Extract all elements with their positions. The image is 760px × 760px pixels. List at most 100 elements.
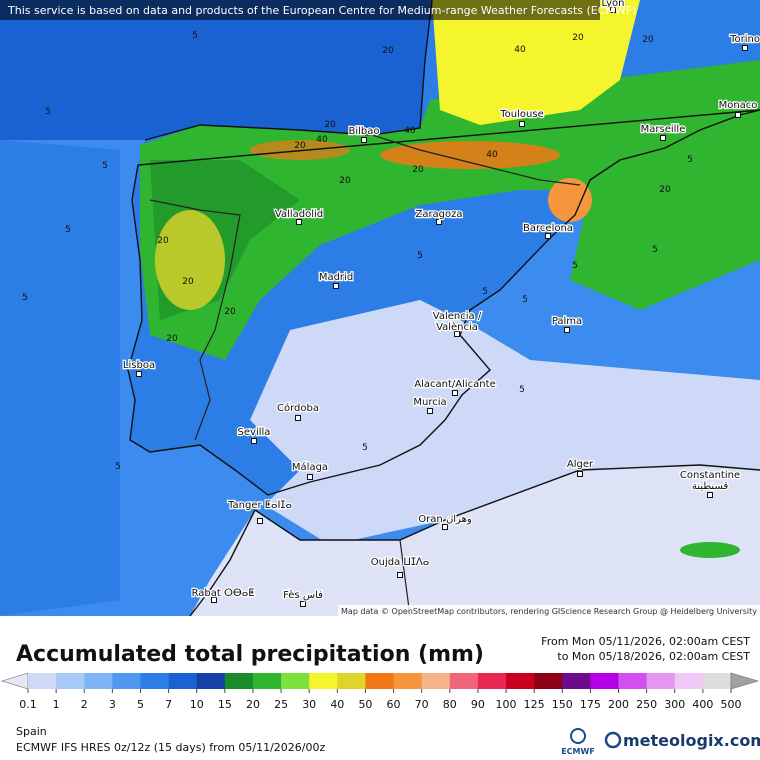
contour-label: 20 <box>294 141 306 151</box>
legend-swatch <box>562 673 591 689</box>
city-marker <box>577 471 583 477</box>
precip-orange <box>380 141 560 169</box>
city-label: Valladolid <box>275 209 323 220</box>
legend-label: 80 <box>443 698 457 711</box>
contour-label: 20 <box>182 277 194 287</box>
legend-label: 20 <box>246 698 260 711</box>
legend-label: 0.1 <box>19 698 37 711</box>
country-border <box>149 134 581 616</box>
legend-swatch <box>28 673 57 689</box>
contour-label: 20 <box>166 334 178 344</box>
legend-label: 200 <box>608 698 629 711</box>
contour-label: 40 <box>316 135 328 145</box>
city-marker <box>136 371 142 377</box>
city-marker <box>257 518 263 524</box>
attribution: Map data © OpenStreetMap contributors, r… <box>341 607 757 616</box>
legend-swatch <box>421 673 451 689</box>
legend-swatch <box>281 673 310 689</box>
sea-west <box>0 140 120 616</box>
legend-label: 30 <box>302 698 316 711</box>
city-label: Torino <box>729 34 760 45</box>
legend-swatch <box>365 673 394 689</box>
precip-green <box>680 542 740 558</box>
contour-label: 20 <box>412 165 424 175</box>
legend-label: 250 <box>636 698 657 711</box>
city-label: Alger <box>567 459 594 470</box>
legend: Accumulated total precipitation (mm) Fro… <box>0 635 760 711</box>
legend-swatch <box>702 673 732 689</box>
city-label: Marseille <box>641 124 686 135</box>
legend-arrow-low <box>0 672 29 690</box>
legend-swatch <box>196 673 226 689</box>
contour-label: 5 <box>522 295 528 305</box>
city-marker <box>397 572 403 578</box>
legend-label: 2 <box>81 698 88 711</box>
city-label-alt: València <box>436 321 478 333</box>
city-label: Barcelona <box>523 223 573 234</box>
city-marker <box>707 492 713 498</box>
legend-label: 3 <box>109 698 116 711</box>
city-marker <box>442 524 448 530</box>
legend-swatch <box>140 673 169 689</box>
attribution-bg <box>338 605 760 616</box>
city-label: Monaco <box>719 100 758 111</box>
city-marker <box>333 283 339 289</box>
legend-swatch <box>252 673 282 689</box>
contour-label: 20 <box>324 120 336 130</box>
legend-label: 50 <box>358 698 372 711</box>
city-label: Valencia / <box>433 311 482 322</box>
map: 5 5 5 5 5 20 20 20 40 40 40 40 20 20 20 20 20 20 5 5 5 5 5 5 5 5 5… <box>0 0 760 616</box>
contour-label: 20 <box>157 236 169 246</box>
ecmwf-brand: ECMWF <box>561 747 595 756</box>
period-to: to Mon 05/18/2026, 02:00am CEST <box>557 650 750 663</box>
precip-light <box>250 300 760 545</box>
city-marker <box>452 390 458 396</box>
meteologix-brand: meteologix.com <box>623 731 760 750</box>
legend-swatch <box>224 673 254 689</box>
legend-swatch <box>337 673 366 689</box>
city-marker <box>307 474 313 480</box>
contour-label: 5 <box>362 443 368 453</box>
legend-label: 90 <box>471 698 485 711</box>
city-label: Toulouse <box>499 109 543 120</box>
legend-swatch <box>168 673 198 689</box>
legend-label: 60 <box>387 698 401 711</box>
labels: 5 5 5 5 5 20 20 20 40 40 40 40 20 20 20 20 20 20 5 5 5 5 5 5 5 5 5… <box>22 0 760 607</box>
legend-label: 10 <box>190 698 204 711</box>
city-label: Málaga <box>292 461 328 473</box>
legend-swatch <box>393 673 422 689</box>
ecmwf-logo <box>570 728 586 744</box>
period-from: From Mon 05/11/2026, 02:00am CEST <box>541 635 750 648</box>
contour-label: 5 <box>115 462 121 472</box>
precip-orange <box>548 178 592 222</box>
legend-label: 15 <box>218 698 232 711</box>
contour-label: 5 <box>417 251 423 261</box>
city-label: Córdoba <box>277 402 319 414</box>
contour-label: 5 <box>519 385 525 395</box>
contour-label: 40 <box>404 126 416 136</box>
city-label: Bilbao <box>348 126 379 137</box>
sea-dark <box>0 0 430 140</box>
legend-swatch <box>618 673 647 689</box>
contour-label: 20 <box>339 176 351 186</box>
contour-label: 20 <box>382 46 394 56</box>
city-label: Rabat ⵔⴱⴰⵟ <box>192 588 255 599</box>
legend-label: 100 <box>496 698 517 711</box>
contour-label: 5 <box>45 107 51 117</box>
city-marker <box>519 121 525 127</box>
city-label: Tanger ⵟⴰⵏⵊⴰ <box>227 500 292 511</box>
precip-yellow <box>432 0 640 125</box>
contour-label: 20 <box>572 33 584 43</box>
legend-swatch <box>646 673 676 689</box>
city-marker <box>454 331 460 337</box>
legend-label: 70 <box>415 698 429 711</box>
city-label: Alacant/Alicante <box>414 379 495 390</box>
contour-label: 5 <box>652 245 658 255</box>
legend-label: 125 <box>524 698 545 711</box>
city-marker <box>296 219 302 225</box>
land-africa <box>190 465 760 616</box>
legend-swatch <box>674 673 704 689</box>
meteologix-logo <box>604 731 622 749</box>
city-marker <box>211 597 217 603</box>
